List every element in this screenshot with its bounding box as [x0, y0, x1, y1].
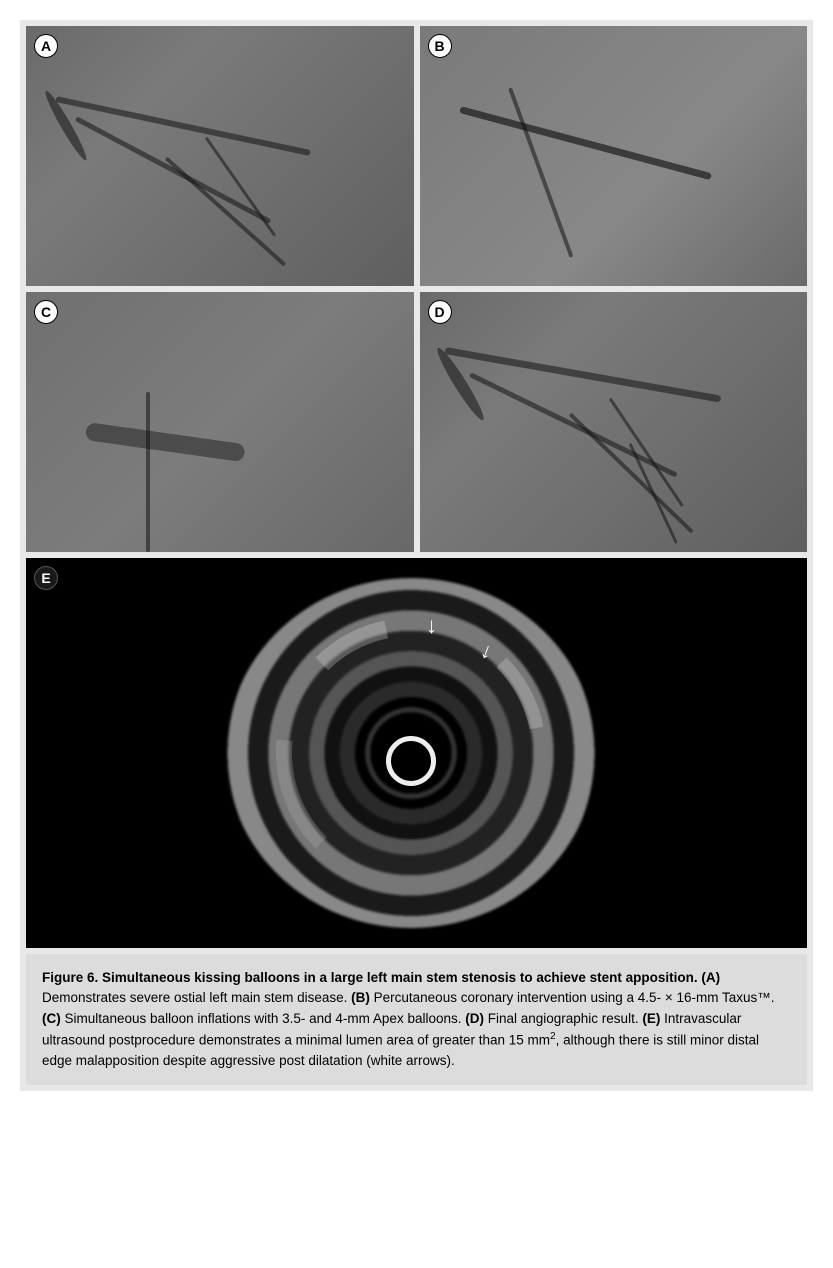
balloon-decoration — [85, 422, 246, 462]
arrow-icon: ↓ — [426, 613, 437, 639]
panel-a: A — [26, 26, 414, 286]
figure-container: A B C D — [20, 20, 813, 1091]
panel-a-label: A — [34, 34, 58, 58]
vessel-decoration — [459, 106, 712, 180]
vessel-decoration — [165, 157, 287, 267]
panel-grid: A B C D — [26, 26, 807, 552]
panel-e: E ↓ ↓ — [26, 558, 807, 948]
vessel-decoration — [628, 443, 677, 544]
wire-decoration — [146, 392, 150, 552]
caption-text-d: Final angiographic result. — [484, 1011, 642, 1026]
panel-c: C — [26, 292, 414, 552]
caption-text-b: Percutaneous coronary intervention using… — [370, 990, 775, 1005]
vessel-decoration — [75, 116, 272, 224]
caption-label-c: (C) — [42, 1011, 61, 1026]
figure-caption: Figure 6. Simultaneous kissing balloons … — [26, 954, 807, 1085]
panel-b-label: B — [428, 34, 452, 58]
panel-c-label: C — [34, 300, 58, 324]
vessel-decoration — [444, 347, 721, 403]
panel-d: D — [420, 292, 808, 552]
panel-b: B — [420, 26, 808, 286]
panel-e-label: E — [34, 566, 58, 590]
caption-label-a: (A) — [701, 970, 720, 985]
caption-text-a: Demonstrates severe ostial left main ste… — [42, 990, 351, 1005]
caption-text-c: Simultaneous balloon inflations with 3.5… — [61, 1011, 465, 1026]
caption-label-b: (B) — [351, 990, 370, 1005]
caption-label-e: (E) — [642, 1011, 660, 1026]
vessel-decoration — [508, 87, 573, 258]
panel-d-label: D — [428, 300, 452, 324]
caption-label-d: (D) — [465, 1011, 484, 1026]
caption-title: Figure 6. Simultaneous kissing balloons … — [42, 970, 698, 985]
